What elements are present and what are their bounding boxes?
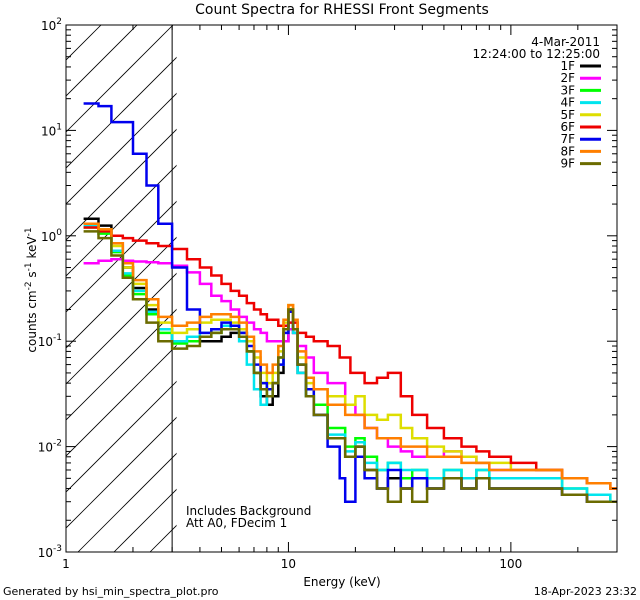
hatch-line — [66, 164, 177, 277]
y-tick-label: 10-2 — [38, 439, 62, 455]
chart-title: Count Spectra for RHESSI Front Segments — [195, 2, 489, 18]
hatch-line — [66, 25, 174, 133]
series-line-9F — [83, 230, 617, 503]
y-tick-label: 101 — [41, 122, 62, 138]
legend-label-8F: 8F — [560, 144, 575, 158]
y-label-sup-2: -1 — [24, 262, 34, 271]
x-axis-ticks: 1 10 100 — [62, 25, 618, 571]
series-line-8F — [83, 222, 617, 490]
hatch-line — [66, 128, 177, 241]
legend-label-3F: 3F — [560, 83, 575, 97]
legend-label-6F: 6F — [560, 120, 575, 134]
annotation-background: Includes Background — [186, 504, 311, 518]
excluded-region-hatch — [0, 0, 640, 552]
plot-frame — [65, 24, 618, 553]
legend-label-1F: 1F — [560, 59, 575, 73]
hatch-line — [66, 344, 177, 457]
y-label-part-1: counts cm — [25, 290, 39, 352]
y-tick-label: 100 — [41, 228, 62, 244]
y-tick-label: 10-1 — [38, 333, 62, 349]
y-axis-label: counts cm-2 s-1 keV-1 — [24, 227, 39, 352]
time-range-label: 12:24:00 to 12:25:00 — [473, 47, 600, 61]
series-lines — [83, 102, 617, 503]
hatch-line — [66, 56, 177, 169]
x-tick-label: 100 — [499, 557, 522, 571]
y-label-sup-3: -1 — [24, 227, 34, 236]
x-tick-label: 1 — [62, 557, 70, 571]
y-label-part-3: keV — [25, 236, 39, 263]
y-axis-ticks: 10-3 10-2 10-1 100 101 102 — [38, 17, 617, 560]
hatch-line — [66, 25, 102, 61]
y-label-part-2: s — [25, 271, 39, 281]
legend-label-5F: 5F — [560, 108, 575, 122]
legend-label-2F: 2F — [560, 71, 575, 85]
y-label-sup-1: -2 — [24, 281, 34, 290]
footer-timestamp: 18-Apr-2023 23:32 — [534, 585, 637, 598]
hatch-line — [0, 0, 138, 552]
hatch-line — [66, 236, 177, 349]
x-axis-label: Energy (keV) — [303, 575, 380, 589]
annotation-attenuator: Att A0, FDecim 1 — [186, 516, 287, 530]
hatch-line — [0, 0, 102, 552]
x-tick-label: 10 — [281, 557, 296, 571]
hatch-line — [66, 200, 177, 313]
series-line-7F — [83, 102, 617, 503]
y-tick-label: 10-3 — [38, 544, 62, 560]
hatch-line — [66, 92, 177, 205]
legend-label-9F: 9F — [560, 157, 575, 171]
hatch-line — [66, 25, 138, 97]
legend-label-7F: 7F — [560, 132, 575, 146]
footer-generated-by: Generated by hsi_min_spectra_plot.pro — [3, 585, 219, 598]
hatch-line — [222, 0, 640, 552]
date-label: 4-Mar-2011 — [531, 35, 600, 49]
hatch-line — [66, 416, 177, 529]
legend-label-4F: 4F — [560, 96, 575, 110]
hatch-line — [66, 380, 177, 493]
y-tick-label: 102 — [41, 17, 62, 33]
